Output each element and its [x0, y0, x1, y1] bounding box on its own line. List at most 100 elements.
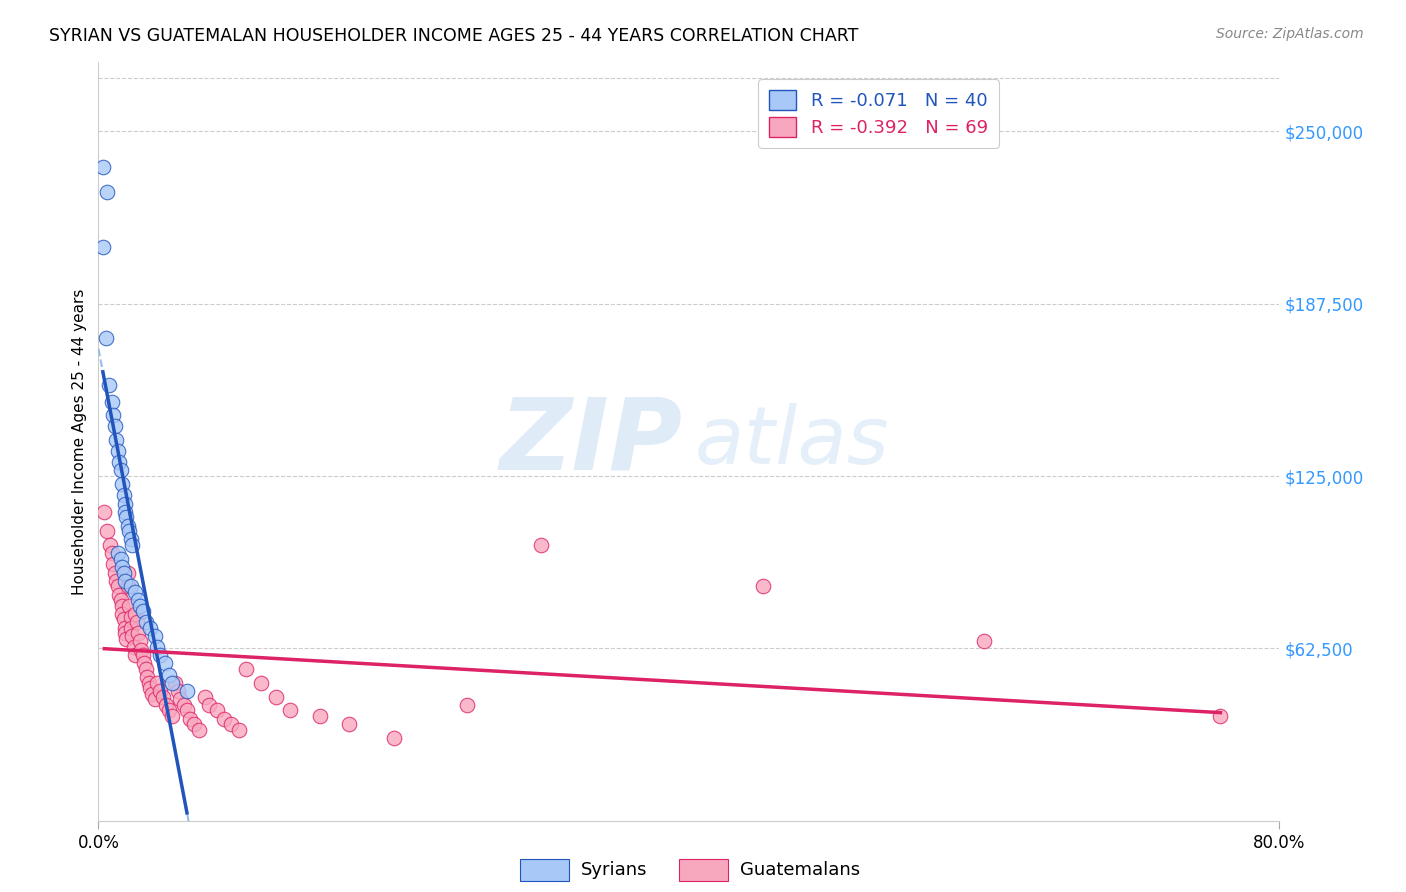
Point: [176, 703, 198, 717]
Point: [122, 640, 145, 654]
Point: [973, 634, 995, 648]
Point: [235, 662, 257, 676]
Legend: R = -0.071   N = 40, R = -0.392   N = 69: R = -0.071 N = 40, R = -0.392 N = 69: [758, 79, 998, 148]
Text: ZIP: ZIP: [501, 393, 683, 490]
Point: [280, 703, 302, 717]
Point: [107, 546, 129, 560]
Y-axis label: Householder Income Ages 25 - 44 years: Householder Income Ages 25 - 44 years: [72, 288, 87, 595]
Point: [104, 419, 127, 434]
Point: [179, 712, 201, 726]
Point: [120, 609, 142, 624]
Point: [103, 558, 125, 572]
Point: [152, 690, 174, 704]
Point: [120, 579, 142, 593]
Point: [530, 538, 553, 552]
Point: [111, 599, 134, 613]
Point: [146, 675, 169, 690]
Point: [139, 681, 162, 696]
Point: [117, 579, 139, 593]
Text: Syrians: Syrians: [581, 861, 647, 880]
Point: [157, 667, 180, 681]
Point: [114, 621, 136, 635]
Point: [339, 717, 361, 731]
Point: [128, 634, 150, 648]
Point: [132, 604, 155, 618]
Point: [112, 566, 135, 580]
Point: [153, 657, 176, 671]
Point: [149, 684, 172, 698]
Point: [104, 566, 127, 580]
Point: [115, 510, 138, 524]
Point: [173, 698, 195, 712]
Point: [112, 488, 135, 502]
Point: [114, 574, 136, 588]
Point: [105, 574, 128, 588]
Point: [127, 593, 149, 607]
Point: [129, 642, 152, 657]
Point: [96, 524, 118, 538]
Point: [114, 505, 136, 519]
Point: [134, 657, 156, 671]
Point: [198, 698, 221, 712]
Point: [118, 599, 141, 613]
Point: [115, 632, 138, 646]
Point: [96, 185, 118, 199]
Point: [309, 709, 332, 723]
Point: [114, 497, 136, 511]
Point: [117, 518, 139, 533]
Point: [143, 692, 166, 706]
Point: [194, 690, 217, 704]
Point: [110, 463, 132, 477]
Point: [91, 160, 114, 174]
Text: atlas: atlas: [695, 402, 890, 481]
Point: [103, 409, 125, 423]
Point: [97, 378, 120, 392]
Point: [167, 684, 190, 698]
Point: [162, 709, 183, 723]
Point: [105, 433, 128, 447]
Point: [110, 593, 132, 607]
Point: [212, 712, 235, 726]
Point: [1209, 709, 1232, 723]
Point: [457, 698, 479, 712]
Point: [120, 621, 142, 635]
Point: [121, 538, 143, 552]
Point: [162, 675, 183, 690]
Point: [382, 731, 405, 745]
Point: [94, 331, 117, 345]
Point: [100, 546, 122, 560]
Point: [112, 612, 135, 626]
Point: [91, 240, 114, 254]
Point: [157, 703, 180, 717]
Point: [107, 579, 129, 593]
Point: [124, 607, 146, 621]
Point: [118, 524, 141, 538]
Point: [120, 533, 142, 547]
Point: [128, 599, 150, 613]
Point: [183, 717, 205, 731]
Point: [187, 723, 209, 737]
Point: [98, 538, 121, 552]
Point: [250, 675, 273, 690]
Point: [143, 629, 166, 643]
Point: [127, 626, 149, 640]
Point: [107, 444, 129, 458]
Point: [264, 690, 287, 704]
Point: [111, 560, 134, 574]
Point: [752, 579, 775, 593]
Point: [108, 588, 131, 602]
Point: [155, 698, 177, 712]
Point: [124, 584, 146, 599]
Text: SYRIAN VS GUATEMALAN HOUSEHOLDER INCOME AGES 25 - 44 YEARS CORRELATION CHART: SYRIAN VS GUATEMALAN HOUSEHOLDER INCOME …: [49, 27, 859, 45]
Point: [111, 607, 134, 621]
Text: Guatemalans: Guatemalans: [740, 861, 859, 880]
Point: [114, 626, 136, 640]
Point: [139, 621, 162, 635]
Point: [136, 670, 159, 684]
Point: [110, 551, 132, 566]
Point: [121, 629, 143, 643]
Point: [149, 648, 172, 663]
Point: [100, 394, 122, 409]
Point: [221, 717, 243, 731]
Point: [169, 692, 191, 706]
